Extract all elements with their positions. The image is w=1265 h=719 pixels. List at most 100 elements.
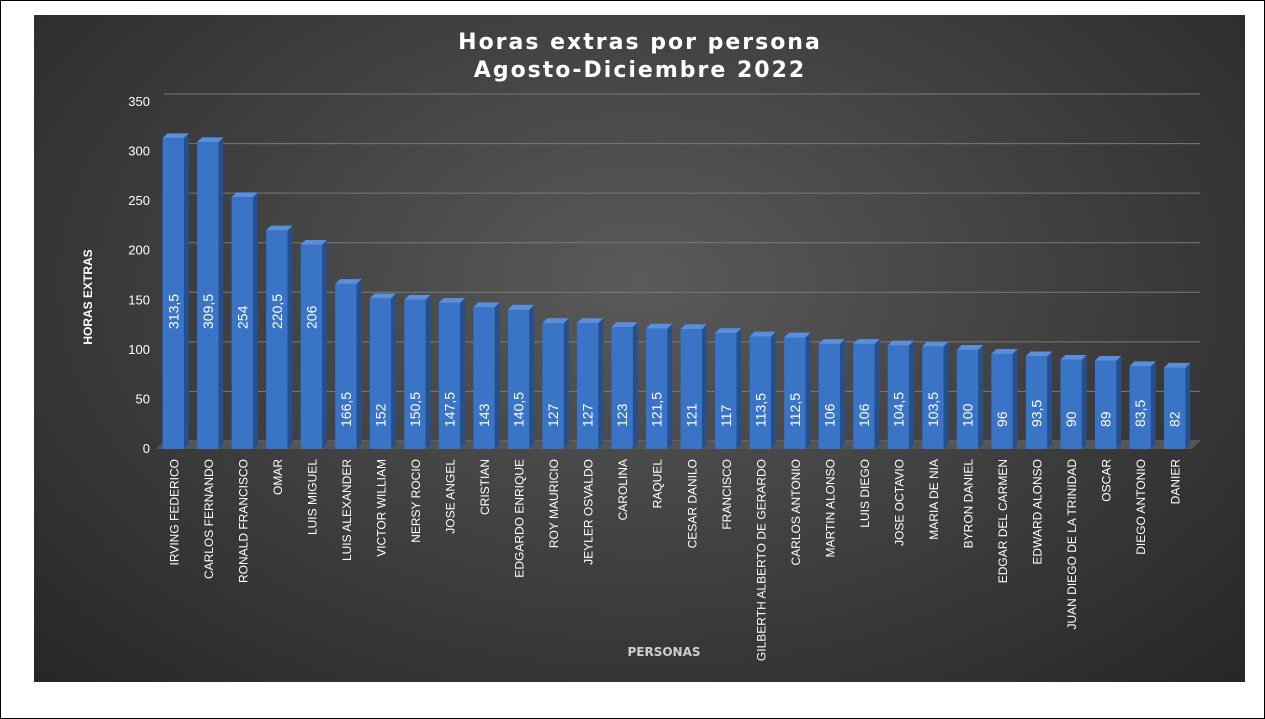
bar-side [253, 192, 258, 449]
x-tick-label: FRANCISCO [720, 459, 734, 530]
x-tick-label: MARIA DE NIA [927, 459, 941, 540]
bar-side [771, 331, 776, 449]
x-tick-label: JUAN DIEGO DE LA TRINIDAD [1065, 459, 1079, 630]
bar-27 [1060, 354, 1087, 449]
bar-side [356, 279, 362, 449]
bar-7 [369, 293, 396, 449]
bar-12 [542, 318, 569, 449]
bar-25 [991, 349, 1018, 449]
bar-29 [1129, 361, 1156, 449]
data-label: 143 [476, 403, 492, 427]
y-tick-label: 300 [128, 144, 150, 159]
bar-10 [473, 302, 500, 449]
bar-top [956, 345, 984, 350]
bar-side [391, 293, 396, 449]
bar-face [369, 298, 392, 449]
x-tick-label: DANIER [1169, 459, 1183, 505]
x-tick-label: CARLOS ANTONIO [789, 459, 803, 565]
bar-face [611, 327, 633, 449]
x-tick-label: LUIS MIGUEL [305, 459, 319, 535]
bar-top [507, 304, 535, 310]
x-tick-label: MARTIN ALONSO [823, 459, 837, 557]
data-label: 83,5 [1132, 400, 1148, 427]
data-label: 123 [614, 403, 630, 427]
x-tick-label: DIEGO ANTONIO [1134, 459, 1148, 555]
bar-20 [818, 339, 845, 449]
bar-side [529, 304, 535, 449]
data-label: 93,5 [1029, 400, 1045, 427]
data-label: 106 [856, 403, 872, 427]
bar-face [473, 307, 495, 449]
bar-5 [300, 239, 327, 449]
bar-top [749, 331, 776, 337]
data-label: 313,5 [165, 294, 181, 329]
x-tick-label: CARLOS FERNANDO [202, 459, 216, 579]
bar-side [874, 339, 880, 449]
bar-side [701, 324, 707, 449]
bar-face [1060, 359, 1082, 449]
x-tick-label: LUIS DIEGO [858, 459, 872, 528]
chart-subtitle: Agosto-Diciembre 2022 [474, 58, 806, 83]
bar-face [853, 343, 875, 449]
x-axis-title: PERSONAS [627, 645, 700, 659]
bar-28 [1094, 355, 1122, 449]
bar-side [943, 341, 949, 449]
bar-2 [197, 137, 224, 450]
bar-19 [784, 332, 811, 449]
chart-title: Horas extras por persona [458, 30, 822, 55]
bar-face [922, 346, 944, 449]
bar-24 [956, 345, 984, 449]
bar-side [909, 340, 914, 449]
y-tick-label: 200 [128, 243, 150, 258]
bar-side [840, 339, 845, 449]
bar-top [1094, 355, 1122, 361]
bar-26 [1025, 351, 1053, 449]
bar-top [369, 293, 396, 299]
bar-side [805, 332, 811, 449]
y-axis-ticks: 0 50 100 150 200 250 300 350 [128, 94, 150, 456]
bar-9 [438, 297, 466, 449]
data-label: 121,5 [649, 392, 665, 427]
y-axis-title: HORAS EXTRAS [81, 249, 95, 344]
bar-top [197, 137, 224, 143]
x-axis-ticks: IRVING FEDERICO CARLOS FERNANDO RONALD FRA… [167, 459, 1182, 661]
bar-side [287, 225, 293, 449]
data-label: 112,5 [787, 393, 803, 427]
data-label: 127 [580, 403, 596, 427]
chart-panel: Horas extras por persona Agosto-Diciembr… [34, 15, 1245, 682]
bar-face [887, 345, 910, 449]
bar-side [1081, 354, 1087, 449]
bar-top [1025, 351, 1053, 357]
x-tick-label: BYRON DANIEL [962, 459, 976, 549]
x-tick-label: EDGARDO ENRIQUE [513, 459, 527, 578]
x-tick-label: OMAR [271, 459, 285, 495]
bar-face [991, 353, 1013, 449]
bar-8 [404, 294, 431, 449]
data-label: 254 [234, 305, 250, 329]
bar-face [1129, 366, 1151, 449]
bar-face [784, 337, 806, 449]
bar-side [598, 318, 604, 449]
data-label: 100 [960, 403, 976, 427]
bar-face [335, 283, 357, 449]
bar-face [1025, 356, 1048, 449]
bar-face [507, 309, 530, 449]
y-tick-label: 350 [128, 94, 150, 109]
bar-face [818, 343, 841, 449]
bar-face [576, 323, 599, 449]
data-label: 220,5 [269, 294, 285, 329]
y-tick-label: 150 [128, 292, 150, 307]
x-tick-label: ROY MAURICIO [547, 459, 561, 548]
bar-face [646, 328, 668, 449]
bar-top [646, 323, 673, 329]
bar-top [715, 328, 742, 334]
bar-13 [576, 318, 604, 449]
bar-face [542, 323, 564, 449]
bar-side [563, 318, 569, 449]
bar-top [266, 225, 293, 231]
bar-side [494, 302, 500, 449]
data-label: 90 [1063, 411, 1079, 427]
bar-top [231, 192, 258, 198]
bar-face [197, 142, 219, 449]
bar-top [542, 318, 569, 324]
